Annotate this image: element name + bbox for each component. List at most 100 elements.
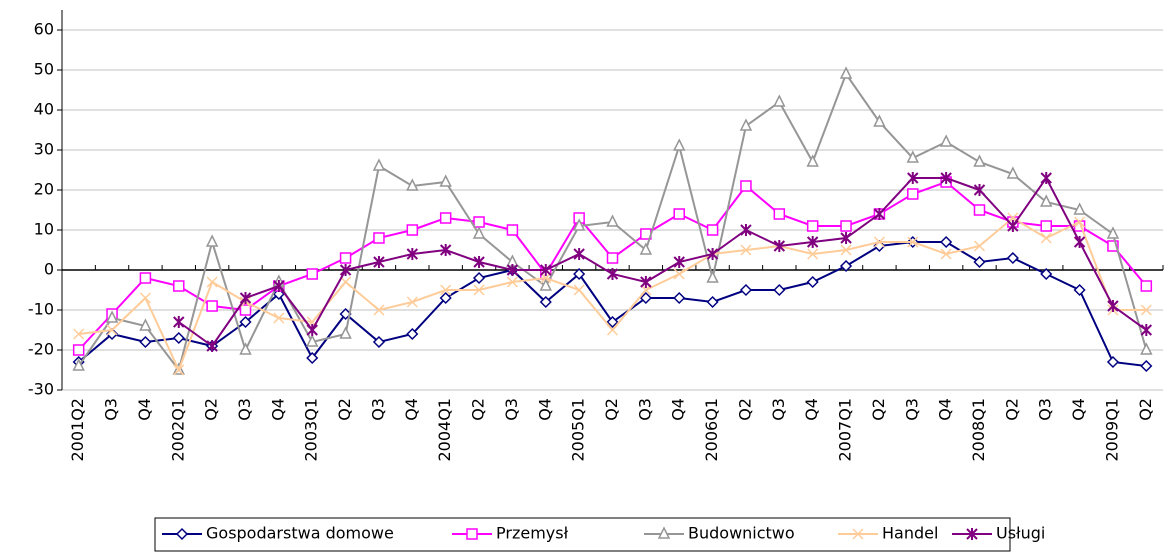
y-tick-label: -30	[28, 380, 54, 399]
x-tick-label: Q3	[102, 398, 121, 421]
marker	[906, 150, 919, 163]
series-line	[78, 216, 1147, 373]
marker	[673, 138, 686, 151]
marker	[606, 315, 619, 329]
y-tick-label: 20	[34, 180, 54, 199]
marker	[1040, 172, 1052, 184]
marker	[1073, 236, 1086, 248]
marker	[106, 324, 118, 336]
y-tick-label: 50	[34, 60, 54, 79]
marker	[406, 224, 419, 236]
marker	[139, 292, 151, 304]
marker	[206, 276, 218, 288]
marker	[473, 256, 485, 268]
marker	[873, 208, 886, 220]
marker	[940, 235, 953, 249]
marker	[573, 267, 586, 281]
marker	[506, 264, 519, 276]
marker	[907, 172, 919, 184]
x-tick-label: Q3	[502, 398, 521, 421]
y-tick-label: 10	[34, 220, 54, 239]
x-tick-label: Q2	[735, 398, 754, 421]
marker	[373, 256, 385, 268]
marker	[1040, 232, 1052, 244]
x-tick-label: Q4	[936, 398, 955, 421]
marker	[839, 66, 853, 79]
x-tick-label: 2004Q1	[435, 398, 454, 462]
x-tick-label: 2006Q1	[702, 398, 721, 462]
marker	[273, 280, 285, 292]
marker	[806, 236, 819, 248]
marker	[73, 328, 85, 340]
marker	[606, 324, 619, 336]
marker	[706, 270, 719, 283]
marker	[306, 334, 319, 347]
marker	[1007, 220, 1019, 232]
marker	[206, 340, 218, 352]
marker	[539, 278, 552, 291]
marker	[1106, 355, 1120, 369]
marker	[472, 271, 486, 285]
marker	[839, 259, 853, 273]
marker	[573, 284, 585, 296]
y-tick-label: 0	[44, 260, 54, 279]
marker	[406, 248, 419, 260]
marker	[1107, 240, 1119, 252]
x-tick-label: 2008Q1	[969, 398, 988, 462]
marker	[673, 256, 685, 268]
marker	[940, 248, 952, 260]
x-tick-label: 2003Q1	[302, 398, 321, 462]
marker	[573, 248, 585, 260]
marker	[739, 118, 753, 131]
marker	[440, 284, 452, 296]
x-tick-label: Q2	[469, 398, 488, 421]
x-tick-label: 2002Q1	[168, 398, 187, 462]
x-tick-label: Q2	[602, 398, 621, 421]
y-tick-label: 40	[34, 100, 54, 119]
marker	[1107, 300, 1119, 312]
marker	[572, 218, 586, 231]
legend-label: Przemysł	[496, 524, 569, 543]
marker	[973, 240, 986, 252]
marker	[439, 174, 452, 187]
marker	[406, 327, 419, 341]
marker	[239, 342, 252, 355]
marker	[373, 304, 385, 316]
marker	[406, 178, 419, 191]
marker	[1140, 324, 1153, 336]
marker	[1006, 251, 1019, 265]
marker	[406, 296, 418, 308]
x-tick-label: Q2	[1002, 398, 1021, 421]
marker	[673, 268, 685, 280]
legend-label: Gospodarstwa domowe	[206, 524, 394, 543]
marker	[72, 344, 85, 356]
marker	[840, 220, 852, 232]
marker	[740, 244, 752, 256]
marker	[807, 248, 819, 260]
x-tick-label: Q3	[368, 398, 387, 421]
marker	[940, 172, 952, 184]
x-tick-label: Q4	[135, 398, 154, 421]
x-tick-label: Q3	[769, 398, 788, 421]
marker	[640, 276, 652, 288]
marker	[439, 244, 452, 256]
marker	[239, 304, 252, 316]
marker	[907, 188, 919, 200]
legend-label: Handel	[882, 524, 938, 543]
x-tick-label: 2009Q1	[1102, 398, 1121, 462]
marker	[339, 326, 352, 339]
marker	[852, 528, 864, 540]
marker	[840, 244, 852, 256]
marker	[873, 236, 885, 248]
marker	[372, 335, 386, 349]
marker	[506, 276, 518, 288]
marker	[1140, 342, 1153, 355]
marker	[639, 291, 652, 305]
marker	[105, 310, 119, 323]
marker	[773, 94, 786, 107]
x-tick-label: Q3	[235, 398, 254, 421]
marker	[673, 291, 686, 305]
x-tick-label: Q2	[335, 398, 354, 421]
marker	[540, 264, 552, 276]
